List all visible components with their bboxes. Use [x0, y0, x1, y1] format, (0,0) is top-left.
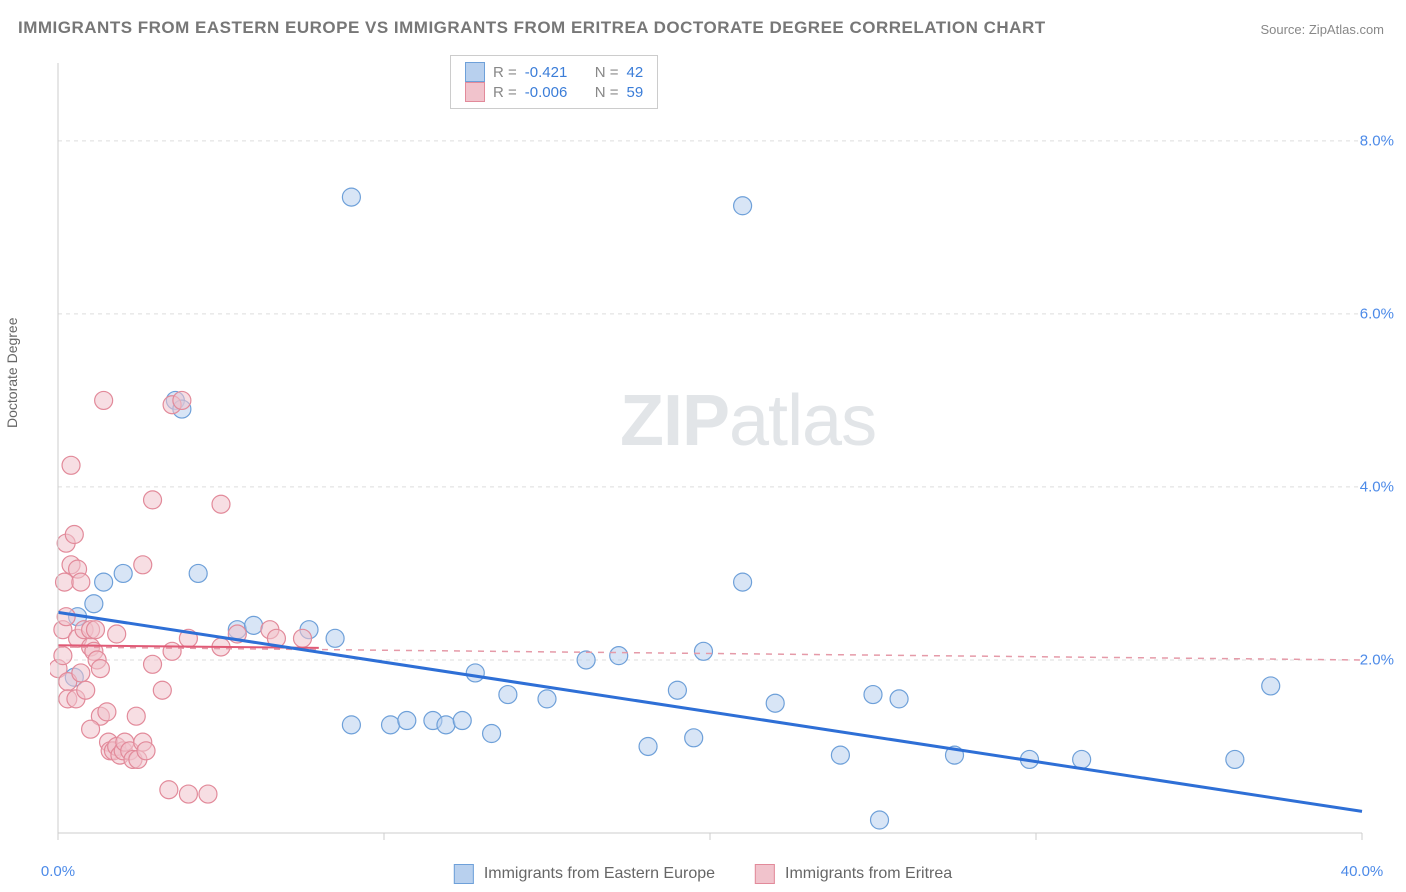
legend-stats-box: R = -0.421 N = 42 R = -0.006 N = 59 [450, 55, 658, 109]
bottom-legend: Immigrants from Eastern Europe Immigrant… [454, 864, 952, 884]
stats-n-value: 42 [627, 64, 644, 81]
legend-item-eritrea: Immigrants from Eritrea [755, 864, 952, 884]
stats-r-value: -0.421 [525, 64, 587, 81]
legend-label-eritrea: Immigrants from Eritrea [785, 865, 952, 883]
stats-row-eastern_europe: R = -0.421 N = 42 [465, 62, 643, 82]
stats-swatch-eritrea [465, 82, 485, 102]
x-tick-label: 0.0% [41, 863, 75, 880]
legend-item-eastern-europe: Immigrants from Eastern Europe [454, 864, 715, 884]
y-tick-label: 6.0% [1360, 305, 1394, 322]
stats-r-value: -0.006 [525, 84, 587, 101]
chart-title: IMMIGRANTS FROM EASTERN EUROPE VS IMMIGR… [18, 18, 1046, 38]
y-axis-label: Doctorate Degree [4, 317, 20, 428]
stats-n-label: N = [595, 84, 619, 101]
y-tick-label: 4.0% [1360, 478, 1394, 495]
stats-r-label: R = [493, 64, 517, 81]
source-attribution: Source: ZipAtlas.com [1260, 22, 1384, 37]
stats-n-label: N = [595, 64, 619, 81]
stats-swatch-eastern_europe [465, 62, 485, 82]
legend-swatch-eritrea [755, 864, 775, 884]
legend-label-eastern-europe: Immigrants from Eastern Europe [484, 865, 715, 883]
y-tick-label: 8.0% [1360, 132, 1394, 149]
stats-n-value: 59 [627, 84, 644, 101]
watermark-atlas: atlas [729, 381, 876, 461]
watermark-zip: ZIP [620, 381, 729, 461]
watermark: ZIPatlas [620, 380, 876, 462]
stats-r-label: R = [493, 84, 517, 101]
legend-swatch-eastern-europe [454, 864, 474, 884]
stats-row-eritrea: R = -0.006 N = 59 [465, 82, 643, 102]
x-tick-label: 40.0% [1341, 863, 1384, 880]
y-tick-label: 2.0% [1360, 651, 1394, 668]
